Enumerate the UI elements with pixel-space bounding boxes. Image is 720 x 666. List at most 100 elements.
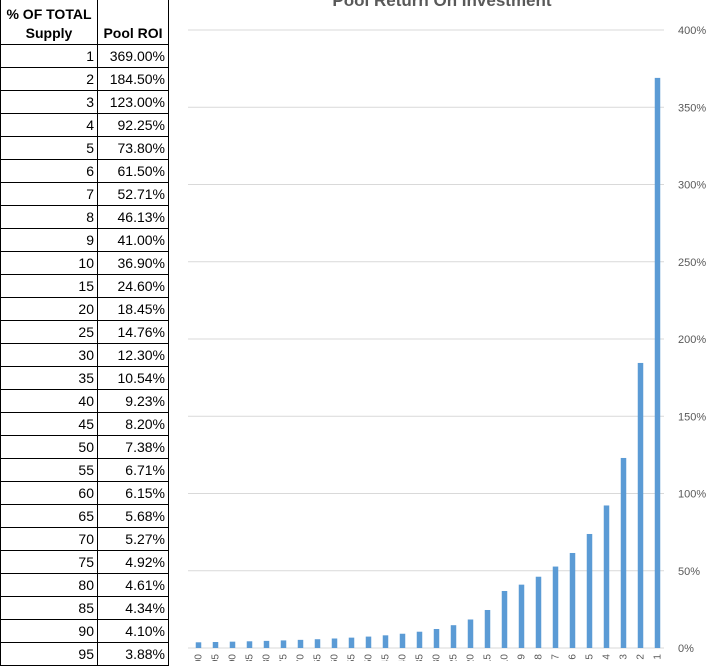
roi-cell[interactable]: 14.76% bbox=[97, 320, 169, 344]
roi-cell[interactable]: 6.15% bbox=[97, 481, 169, 505]
header-total-label[interactable]: % OF TOTAL bbox=[0, 0, 98, 22]
supply-cell[interactable]: 6 bbox=[0, 159, 98, 183]
bar[interactable] bbox=[416, 631, 423, 648]
roi-cell[interactable]: 4.10% bbox=[97, 619, 169, 643]
bar[interactable] bbox=[246, 641, 253, 648]
supply-cell[interactable]: 2 bbox=[0, 67, 98, 91]
supply-cell[interactable]: 15 bbox=[0, 274, 98, 298]
supply-cell[interactable]: 60 bbox=[0, 481, 98, 505]
bar[interactable] bbox=[637, 362, 644, 648]
supply-cell[interactable]: 75 bbox=[0, 550, 98, 574]
roi-cell[interactable]: 4.92% bbox=[97, 550, 169, 574]
bar[interactable] bbox=[501, 590, 508, 648]
roi-cell[interactable]: 5.27% bbox=[97, 527, 169, 551]
supply-cell[interactable]: 30 bbox=[0, 343, 98, 367]
bar[interactable] bbox=[433, 628, 440, 648]
y-tick-label: 50% bbox=[678, 566, 700, 578]
supply-cell[interactable]: 90 bbox=[0, 619, 98, 643]
bar[interactable] bbox=[229, 641, 236, 648]
bar[interactable] bbox=[314, 639, 321, 648]
roi-cell[interactable]: 10.54% bbox=[97, 366, 169, 390]
bar[interactable] bbox=[212, 642, 219, 648]
supply-cell[interactable]: 25 bbox=[0, 320, 98, 344]
table-row: 8 46.13% bbox=[0, 205, 169, 229]
roi-cell[interactable]: 123.00% bbox=[97, 90, 169, 114]
x-tick-label: 50 bbox=[364, 654, 375, 661]
supply-cell[interactable]: 85 bbox=[0, 596, 98, 620]
bar[interactable] bbox=[518, 584, 525, 648]
bar[interactable] bbox=[603, 505, 610, 648]
supply-cell[interactable]: 1 bbox=[0, 44, 98, 68]
bar[interactable] bbox=[399, 633, 406, 648]
header-blank-cell[interactable] bbox=[97, 0, 169, 22]
roi-cell[interactable]: 3.88% bbox=[97, 642, 169, 666]
table-row: 7 52.71% bbox=[0, 182, 169, 206]
roi-cell[interactable]: 92.25% bbox=[97, 113, 169, 137]
bar[interactable] bbox=[586, 533, 593, 648]
roi-cell[interactable]: 6.71% bbox=[97, 458, 169, 482]
bar[interactable] bbox=[331, 638, 338, 648]
supply-cell[interactable]: 4 bbox=[0, 113, 98, 137]
supply-cell[interactable]: 65 bbox=[0, 504, 98, 528]
header-supply[interactable]: Supply bbox=[0, 22, 98, 45]
bar[interactable] bbox=[297, 639, 304, 648]
supply-cell[interactable]: 40 bbox=[0, 389, 98, 413]
supply-cell[interactable]: 80 bbox=[0, 573, 98, 597]
roi-cell[interactable]: 8.20% bbox=[97, 412, 169, 436]
bar[interactable] bbox=[450, 625, 457, 648]
roi-cell[interactable]: 184.50% bbox=[97, 67, 169, 91]
supply-cell[interactable]: 9 bbox=[0, 228, 98, 252]
table-row: 75 4.92% bbox=[0, 550, 169, 574]
roi-cell[interactable]: 4.61% bbox=[97, 573, 169, 597]
supply-cell[interactable]: 8 bbox=[0, 205, 98, 229]
table-row: 6 61.50% bbox=[0, 159, 169, 183]
x-tick-label: 70 bbox=[296, 654, 307, 661]
roi-cell[interactable]: 4.34% bbox=[97, 596, 169, 620]
bar[interactable] bbox=[365, 636, 372, 648]
supply-cell[interactable]: 7 bbox=[0, 182, 98, 206]
y-axis-ticks: 0% 50% 100% 150% 200% 250% 300% 350% 400% bbox=[678, 25, 706, 655]
bar[interactable] bbox=[569, 552, 576, 648]
y-tick-label: 100% bbox=[678, 489, 706, 501]
supply-cell[interactable]: 20 bbox=[0, 297, 98, 321]
roi-cell[interactable]: 46.13% bbox=[97, 205, 169, 229]
bar[interactable] bbox=[382, 635, 389, 648]
supply-cell[interactable]: 70 bbox=[0, 527, 98, 551]
supply-cell[interactable]: 3 bbox=[0, 90, 98, 114]
bar[interactable] bbox=[620, 457, 627, 648]
roi-cell[interactable]: 9.23% bbox=[97, 389, 169, 413]
bar[interactable] bbox=[552, 566, 559, 648]
table-row: 25 14.76% bbox=[0, 320, 169, 344]
roi-cell[interactable]: 36.90% bbox=[97, 251, 169, 275]
table-row: 10 36.90% bbox=[0, 251, 169, 275]
bar[interactable] bbox=[280, 640, 287, 648]
roi-cell[interactable]: 52.71% bbox=[97, 182, 169, 206]
roi-cell[interactable]: 5.68% bbox=[97, 504, 169, 528]
roi-cell[interactable]: 24.60% bbox=[97, 274, 169, 298]
bar[interactable] bbox=[263, 640, 270, 648]
supply-cell[interactable]: 55 bbox=[0, 458, 98, 482]
bar[interactable] bbox=[467, 619, 474, 648]
supply-cell[interactable]: 50 bbox=[0, 435, 98, 459]
roi-cell[interactable]: 12.30% bbox=[97, 343, 169, 367]
table-row: 60 6.15% bbox=[0, 481, 169, 505]
roi-cell[interactable]: 73.80% bbox=[97, 136, 169, 160]
table-row: 45 8.20% bbox=[0, 412, 169, 436]
roi-cell[interactable]: 7.38% bbox=[97, 435, 169, 459]
bar[interactable] bbox=[654, 77, 661, 648]
header-pool-roi[interactable]: Pool ROI bbox=[97, 22, 169, 45]
roi-cell[interactable]: 41.00% bbox=[97, 228, 169, 252]
bar[interactable] bbox=[348, 637, 355, 648]
supply-cell[interactable]: 45 bbox=[0, 412, 98, 436]
supply-cell[interactable]: 10 bbox=[0, 251, 98, 275]
supply-cell[interactable]: 5 bbox=[0, 136, 98, 160]
table-row: 50 7.38% bbox=[0, 435, 169, 459]
bar[interactable] bbox=[484, 609, 491, 648]
supply-cell[interactable]: 95 bbox=[0, 642, 98, 666]
supply-cell[interactable]: 35 bbox=[0, 366, 98, 390]
bar[interactable] bbox=[195, 642, 202, 648]
roi-cell[interactable]: 18.45% bbox=[97, 297, 169, 321]
bar[interactable] bbox=[535, 576, 542, 648]
roi-cell[interactable]: 369.00% bbox=[97, 44, 169, 68]
roi-cell[interactable]: 61.50% bbox=[97, 159, 169, 183]
